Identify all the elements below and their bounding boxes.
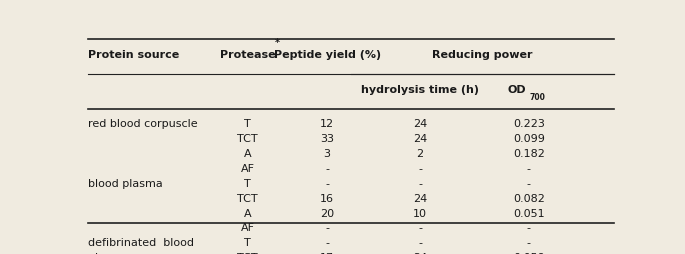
Text: Protease: Protease	[220, 50, 275, 60]
Text: TCT: TCT	[237, 134, 258, 144]
Text: Reducing power: Reducing power	[432, 50, 533, 60]
Text: 0.099: 0.099	[513, 134, 545, 144]
Text: blood plasma: blood plasma	[88, 179, 163, 189]
Text: AF: AF	[240, 164, 255, 174]
Text: T: T	[244, 119, 251, 129]
Text: -: -	[325, 224, 329, 233]
Text: OD: OD	[508, 85, 526, 95]
Text: 33: 33	[320, 134, 334, 144]
Text: TCT: TCT	[237, 253, 258, 254]
Text: 0.051: 0.051	[513, 209, 545, 218]
Text: 17: 17	[320, 253, 334, 254]
Text: 24: 24	[413, 194, 427, 204]
Text: -: -	[325, 179, 329, 189]
Text: T: T	[244, 238, 251, 248]
Text: -: -	[527, 224, 531, 233]
Text: Peptide yield (%): Peptide yield (%)	[273, 50, 381, 60]
Text: 2: 2	[416, 149, 423, 159]
Text: TCT: TCT	[237, 194, 258, 204]
Text: -: -	[325, 164, 329, 174]
Text: -: -	[418, 164, 422, 174]
Text: *: *	[275, 38, 280, 48]
Text: 24: 24	[413, 134, 427, 144]
Text: T: T	[244, 179, 251, 189]
Text: AF: AF	[240, 224, 255, 233]
Text: 0.082: 0.082	[513, 194, 545, 204]
Text: red blood corpuscle: red blood corpuscle	[88, 119, 198, 129]
Text: plasma: plasma	[88, 253, 129, 254]
Text: 24: 24	[413, 119, 427, 129]
Text: A: A	[244, 149, 251, 159]
Text: 700: 700	[530, 93, 546, 102]
Text: -: -	[527, 238, 531, 248]
Text: 24: 24	[413, 253, 427, 254]
Text: 16: 16	[320, 194, 334, 204]
Text: 20: 20	[320, 209, 334, 218]
Text: 0.223: 0.223	[513, 119, 545, 129]
Text: Protein source: Protein source	[88, 50, 179, 60]
Text: hydrolysis time (h): hydrolysis time (h)	[361, 85, 479, 95]
Text: -: -	[418, 224, 422, 233]
Text: -: -	[418, 238, 422, 248]
Text: A: A	[244, 209, 251, 218]
Text: 0.182: 0.182	[513, 149, 545, 159]
Text: -: -	[527, 164, 531, 174]
Text: 10: 10	[413, 209, 427, 218]
Text: 12: 12	[320, 119, 334, 129]
Text: 0.059: 0.059	[513, 253, 545, 254]
Text: -: -	[527, 179, 531, 189]
Text: defibrinated  blood: defibrinated blood	[88, 238, 195, 248]
Text: 3: 3	[324, 149, 331, 159]
Text: -: -	[325, 238, 329, 248]
Text: -: -	[418, 179, 422, 189]
